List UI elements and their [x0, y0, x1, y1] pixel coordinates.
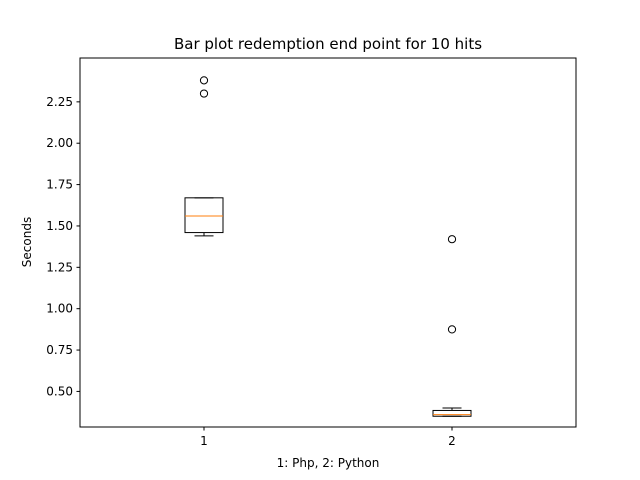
y-tick-label-6: 1.75: [46, 178, 73, 192]
box-2: [432, 409, 472, 417]
box-group-2: [432, 235, 472, 417]
y-axis-label: Seconds: [20, 217, 34, 267]
flier-2-2: [447, 235, 457, 244]
y-tick-label-2: 0.75: [46, 343, 73, 357]
x-tick-label-1: 1: [200, 434, 208, 448]
y-tick-label-7: 2.00: [46, 136, 73, 150]
plot-area: [184, 76, 472, 417]
box-1: [184, 197, 224, 234]
x-axis-label: 1: Php, 2: Python: [277, 456, 380, 470]
chart-title: Bar plot redemption end point for 10 hit…: [174, 35, 482, 53]
plot-frame: [79, 57, 577, 428]
box-group-1: [184, 76, 224, 237]
y-tick-label-3: 1.00: [46, 302, 73, 316]
flier-2-1: [447, 325, 457, 334]
flier-1-2: [199, 76, 209, 85]
y-tick-label-4: 1.25: [46, 260, 73, 274]
y-tick-label-5: 1.50: [46, 219, 73, 233]
y-tick-label-1: 0.50: [46, 384, 73, 398]
y-tick-label-8: 2.25: [46, 95, 73, 109]
flier-1-1: [199, 89, 209, 98]
x-tick-label-2: 2: [448, 434, 456, 448]
y-axis: 0.50 0.75 1.00 1.25 1.50 1.75 2.00 2.25: [46, 95, 80, 398]
